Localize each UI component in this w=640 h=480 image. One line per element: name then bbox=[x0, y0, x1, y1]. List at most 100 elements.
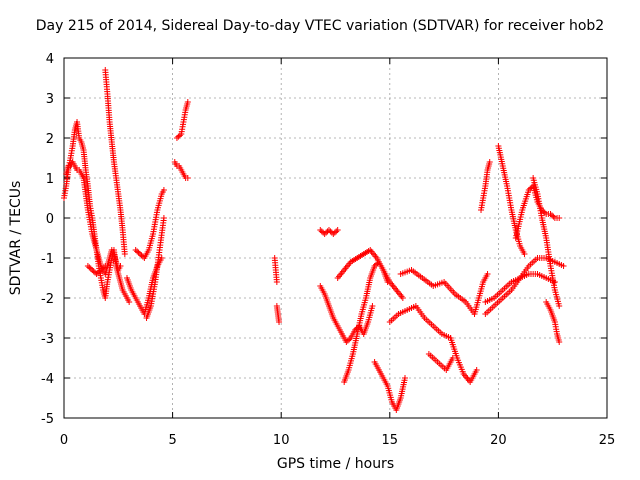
y-axis-label: SDTVAR / TECUs bbox=[8, 180, 24, 296]
data-point-plus bbox=[100, 264, 107, 271]
series-trace24 bbox=[482, 271, 558, 305]
y-tick-label: -3 bbox=[41, 332, 54, 347]
data-point-plus bbox=[556, 303, 563, 309]
x-tick-label: 0 bbox=[60, 433, 68, 448]
series-trace12 bbox=[317, 227, 341, 237]
data-point-plus bbox=[521, 251, 528, 257]
data-point-plus bbox=[346, 336, 353, 343]
data-point-plus bbox=[525, 187, 532, 193]
data-point-plus bbox=[160, 215, 167, 221]
data-point-plus bbox=[373, 261, 380, 268]
data-point-plus bbox=[95, 269, 102, 276]
data-point-plus bbox=[176, 132, 183, 139]
x-tick-label: 10 bbox=[273, 433, 290, 448]
data-point-plus bbox=[560, 263, 567, 269]
data-point-plus bbox=[323, 229, 330, 236]
series-trace16 bbox=[371, 359, 409, 413]
data-point-plus bbox=[318, 228, 325, 235]
grid-lines bbox=[64, 58, 607, 418]
data-point-plus bbox=[135, 249, 142, 256]
data-point-plus bbox=[330, 231, 337, 237]
series-trace18 bbox=[397, 267, 478, 317]
data-point-plus bbox=[93, 271, 100, 277]
series-trace7 bbox=[143, 215, 167, 321]
data-point-plus bbox=[102, 263, 109, 269]
data-point-plus bbox=[547, 211, 554, 217]
x-axis-label: GPS time / hours bbox=[276, 456, 395, 472]
series-trace22 bbox=[478, 159, 493, 213]
series-trace21 bbox=[471, 271, 491, 317]
axis-ticks bbox=[63, 57, 608, 419]
series-trace13 bbox=[317, 283, 376, 345]
data-point-plus bbox=[139, 253, 146, 260]
data-point-plus bbox=[550, 213, 557, 220]
data-point-plus bbox=[548, 212, 555, 219]
x-tick-label: 25 bbox=[599, 433, 616, 448]
data-point-plus bbox=[134, 248, 141, 255]
data-point-plus bbox=[331, 229, 338, 236]
y-tick-label: -4 bbox=[41, 372, 54, 387]
data-point-plus bbox=[132, 247, 139, 253]
series-trace25 bbox=[495, 143, 528, 257]
series-trace9 bbox=[173, 99, 191, 141]
series-trace4 bbox=[84, 263, 109, 277]
y-tick-label: 1 bbox=[46, 172, 54, 187]
data-point-plus bbox=[137, 251, 144, 257]
data-point-plus bbox=[486, 159, 493, 165]
data-point-plus bbox=[99, 265, 106, 272]
data-point-plus bbox=[86, 264, 93, 271]
data-point-plus bbox=[541, 209, 548, 216]
data-point-plus bbox=[484, 271, 491, 277]
data-point-plus bbox=[96, 268, 103, 275]
data-point-plus bbox=[90, 268, 97, 275]
data-point-plus bbox=[97, 267, 104, 273]
data-point-plus bbox=[184, 175, 191, 181]
series-trace27 bbox=[530, 175, 563, 309]
data-point-plus bbox=[276, 319, 283, 325]
data-point-plus bbox=[343, 339, 350, 345]
series-trace23 bbox=[482, 255, 567, 317]
data-point-plus bbox=[473, 367, 480, 373]
data-point-plus bbox=[327, 228, 334, 235]
y-tick-label: 3 bbox=[46, 92, 54, 107]
data-point-plus bbox=[371, 263, 378, 269]
y-tick-labels: -5 -4 -3 -2 -1 0 1 2 3 4 bbox=[41, 52, 54, 427]
x-tick-label: 20 bbox=[490, 433, 507, 448]
series-trace11 bbox=[273, 303, 283, 325]
series-trace15 bbox=[334, 247, 406, 301]
data-point-plus bbox=[158, 255, 165, 261]
data-point-plus bbox=[126, 299, 133, 305]
x-tick-labels: 0 5 10 15 20 25 bbox=[60, 433, 615, 448]
plot-frame bbox=[63, 57, 608, 419]
y-tick-label: -2 bbox=[41, 292, 54, 307]
data-point-plus bbox=[334, 227, 341, 233]
series-trace2 bbox=[63, 159, 124, 277]
data-point-plus bbox=[333, 228, 340, 235]
series-trace28 bbox=[543, 299, 563, 345]
data-point-plus bbox=[556, 215, 563, 221]
series-trace3 bbox=[102, 67, 128, 257]
data-point-plus bbox=[369, 303, 376, 309]
series-trace8 bbox=[171, 159, 191, 181]
data-point-plus bbox=[344, 337, 351, 344]
y-tick-label: 2 bbox=[46, 132, 54, 147]
data-point-plus bbox=[399, 295, 406, 301]
y-tick-label: -5 bbox=[41, 412, 54, 427]
series-trace20 bbox=[447, 335, 480, 385]
data-point-plus bbox=[173, 135, 180, 141]
data-point-plus bbox=[87, 265, 94, 272]
series-trace17 bbox=[386, 303, 454, 341]
data-point-plus bbox=[117, 263, 124, 269]
data-point-plus bbox=[402, 375, 409, 381]
data-point-plus bbox=[175, 133, 182, 140]
data-point-plus bbox=[184, 99, 191, 105]
data-point-plus bbox=[317, 227, 324, 233]
data-point-plus bbox=[84, 263, 91, 269]
data-point-plus bbox=[138, 252, 145, 259]
data-point-plus bbox=[325, 227, 332, 233]
data-points bbox=[61, 67, 567, 413]
data-point-plus bbox=[160, 187, 167, 193]
series-trace19 bbox=[425, 351, 456, 373]
series-trace10 bbox=[271, 255, 280, 285]
